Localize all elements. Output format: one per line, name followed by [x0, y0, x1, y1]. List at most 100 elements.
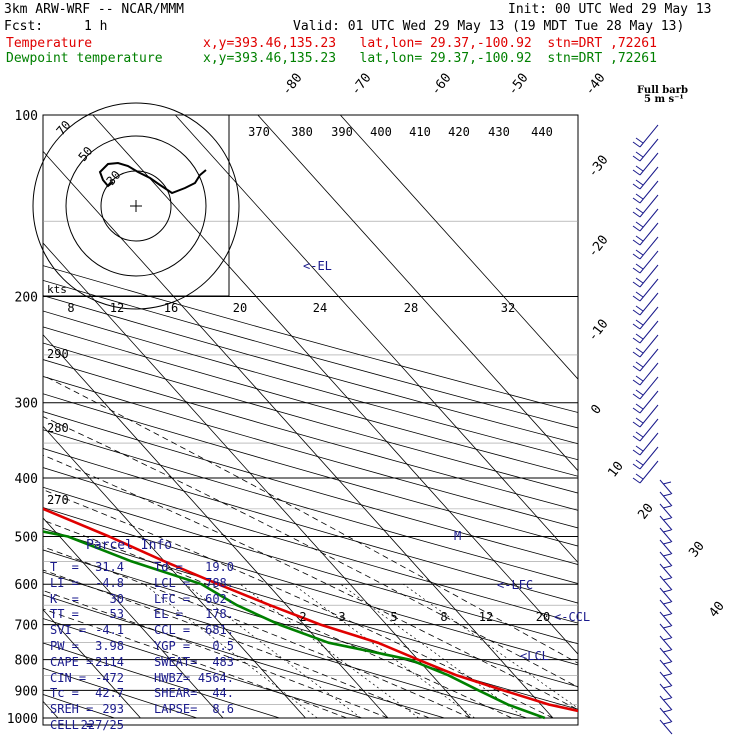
wind-barb — [632, 166, 659, 190]
wind-barb — [659, 611, 673, 627]
wind-barb — [659, 539, 673, 555]
parcel-info-value: -4.1 — [95, 623, 124, 638]
wind-barb — [659, 635, 673, 651]
wind-barb — [632, 418, 659, 442]
parcel-info-value: 602. — [205, 591, 234, 606]
hodograph-ring-label: 50 — [76, 144, 96, 164]
parcel-info-value: SWEAT= — [154, 654, 198, 669]
wind-barb — [659, 719, 673, 735]
hodograph-speed-label: 12 — [110, 301, 124, 315]
wind-barb — [659, 563, 673, 579]
parcel-info-value: 31.4 — [95, 560, 124, 574]
wind-barb — [659, 515, 673, 531]
init-time: Init: 00 UTC Wed 29 May 13 — [508, 2, 712, 17]
parcel-info-value: CIN = — [50, 670, 87, 685]
dry-adiabat — [43, 486, 578, 645]
wind-barb — [632, 306, 659, 330]
isotherm-label: -50 — [505, 71, 531, 99]
wind-barb — [659, 659, 673, 675]
temperature-legend-info: x,y=393.46,135.23 lat,lon= 29.37,-100.92… — [203, 36, 657, 51]
wind-barb — [632, 194, 659, 218]
wind-barb — [659, 491, 673, 507]
dry-adiabat — [43, 447, 578, 604]
isotherm-label: 40 — [706, 599, 727, 621]
parcel-info-value: Tc = — [50, 686, 79, 701]
dry-adiabat — [43, 429, 578, 584]
isotherm-line — [43, 334, 389, 719]
wind-barb — [632, 320, 659, 344]
parcel-info-value: 2114 — [95, 654, 124, 669]
wind-barb — [659, 587, 673, 603]
theta-e-label: 370 — [248, 125, 270, 139]
isotherm-label: -20 — [585, 233, 611, 261]
isotherm-line — [257, 115, 578, 472]
mixing-ratio-line — [239, 583, 419, 719]
wind-barb — [632, 390, 659, 414]
parcel-info-value: T = — [50, 560, 79, 574]
wind-barb — [632, 124, 659, 148]
theta-e-label: 380 — [291, 125, 313, 139]
wind-barb — [632, 432, 659, 456]
dry-adiabat — [43, 618, 363, 719]
wind-barb — [632, 250, 659, 274]
mixing-ratio-label: 12 — [479, 610, 493, 624]
m-marker: M — [454, 529, 461, 543]
mixing-ratio-label: 5 — [390, 610, 397, 624]
temperature-surface-point — [608, 716, 613, 721]
dewpoint-legend-info: x,y=393.46,135.23 lat,lon= 29.37,-100.92… — [203, 51, 657, 66]
theta-e-label: 390 — [331, 125, 353, 139]
mixing-ratio-line — [292, 583, 475, 719]
wind-barb — [632, 460, 659, 484]
parcel-info-value: 227/25 — [80, 718, 124, 732]
dewpoint-line — [43, 530, 546, 720]
pressure-label: 400 — [15, 472, 38, 487]
lfc-marker: <-LFC — [497, 578, 533, 592]
mixing-ratio-line — [143, 583, 318, 719]
parcel-info-value: 3.98 — [95, 639, 124, 653]
wind-barb — [632, 152, 659, 176]
isotherm-line — [43, 425, 306, 719]
hodograph-units: kts — [47, 283, 67, 296]
barb-legend-title: Full barb — [637, 85, 689, 96]
theta-e-label: 400 — [370, 125, 392, 139]
hodograph-speed-label: 8 — [67, 301, 74, 315]
parcel-info-value: 293 — [102, 702, 124, 717]
hodograph-ring — [32, 102, 240, 310]
moist-adiabat — [43, 519, 512, 719]
parcel-info-value: PW = — [50, 639, 79, 653]
hodograph-speed-label: 24 — [313, 301, 327, 315]
parcel-info-value: 42.7 — [95, 686, 124, 701]
model-title: 3km ARW-WRF -- NCAR/MMM — [4, 2, 185, 17]
parcel-info-value: -472 — [95, 670, 124, 685]
temperature-legend-label: Temperature — [6, 36, 93, 51]
isotherm-label: -60 — [428, 71, 454, 99]
dry-adiabat — [43, 507, 578, 666]
valid-time: Valid: 01 UTC Wed 29 May 13 (19 MDT Tue … — [293, 19, 685, 34]
dry-adiabat — [43, 295, 578, 445]
theta-e-label: 440 — [531, 125, 553, 139]
pressure-label: 1000 — [7, 712, 38, 727]
wind-barb — [632, 180, 659, 204]
parcel-info-value: SHEAR= — [154, 686, 198, 701]
parcel-info-value: 483 — [212, 654, 234, 669]
hodograph-speed-label: 32 — [501, 301, 515, 315]
wind-barb — [632, 236, 659, 260]
hodograph-ring — [65, 135, 207, 277]
parcel-info-value: CAPE = — [50, 654, 94, 669]
hodograph-ring-label: 70 — [54, 118, 74, 138]
dry-adiabat — [43, 642, 280, 719]
pressure-label: 800 — [15, 654, 38, 669]
dry-adiabat — [43, 467, 578, 624]
isotherm-label: -30 — [585, 153, 611, 181]
isotherm-line — [92, 115, 578, 655]
parcel-info-value: 4564. — [197, 670, 234, 685]
wind-barb — [659, 623, 673, 639]
wind-barb — [659, 707, 673, 723]
isotherm-label: 30 — [686, 539, 707, 561]
mixing-ratio-line — [185, 583, 362, 719]
wind-barb — [632, 348, 659, 372]
dry-adiabat — [43, 594, 445, 719]
wind-barb — [632, 404, 659, 428]
isotherm-label: -80 — [279, 71, 305, 99]
